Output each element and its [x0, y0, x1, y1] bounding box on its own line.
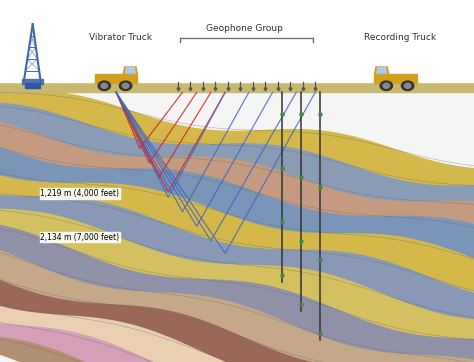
Polygon shape [0, 92, 474, 186]
Polygon shape [0, 122, 474, 225]
Polygon shape [374, 74, 417, 83]
Polygon shape [0, 148, 474, 259]
Polygon shape [0, 307, 474, 362]
Text: 2,134 m (7,000 feet): 2,134 m (7,000 feet) [40, 233, 119, 241]
Text: 1,219 m (4,000 feet): 1,219 m (4,000 feet) [40, 189, 119, 198]
Text: Vibrator Truck: Vibrator Truck [90, 33, 152, 42]
Polygon shape [123, 67, 137, 74]
Polygon shape [0, 103, 474, 202]
Circle shape [383, 83, 390, 88]
Polygon shape [25, 83, 40, 88]
Polygon shape [0, 281, 474, 362]
Polygon shape [374, 67, 389, 74]
Circle shape [404, 83, 411, 88]
Polygon shape [0, 209, 474, 340]
Circle shape [401, 81, 414, 90]
Polygon shape [126, 68, 135, 73]
Circle shape [122, 83, 129, 88]
Polygon shape [0, 337, 474, 362]
Circle shape [380, 81, 392, 90]
Polygon shape [0, 226, 474, 361]
Text: Recording Truck: Recording Truck [365, 33, 437, 42]
Polygon shape [22, 79, 43, 84]
Circle shape [101, 83, 108, 88]
Text: Geophone Group: Geophone Group [206, 24, 283, 33]
Polygon shape [0, 251, 474, 362]
Polygon shape [0, 324, 474, 362]
Polygon shape [0, 176, 474, 294]
Circle shape [119, 81, 132, 90]
Polygon shape [95, 74, 137, 83]
Circle shape [98, 81, 110, 90]
Polygon shape [377, 68, 386, 73]
Polygon shape [0, 196, 474, 320]
